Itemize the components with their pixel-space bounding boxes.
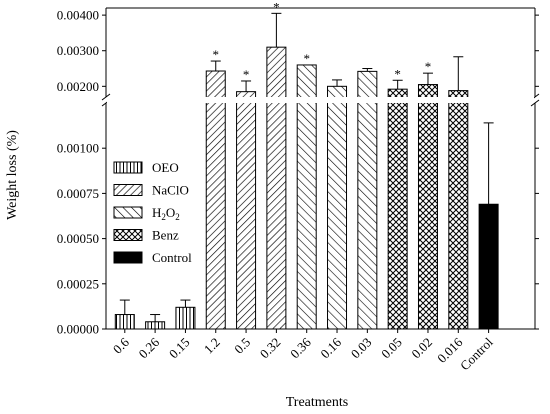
x-tick-label: 1.2 <box>201 335 223 357</box>
bar-0.15 <box>175 306 196 330</box>
x-tick-label: 0.6 <box>110 334 132 356</box>
axis-break-mark <box>101 93 111 101</box>
axis-break-gap <box>107 97 534 103</box>
legend-swatch-Control <box>113 251 143 264</box>
legend-swatch-OEO <box>113 161 143 174</box>
significance-star: * <box>303 51 310 66</box>
y-tick-label: 0.00400 <box>57 8 99 23</box>
x-axis-title: Treatments <box>286 395 348 410</box>
legend: OEO NaClO H2O2 Benz Control <box>113 160 192 265</box>
legend-label-H2O2: H2O2 <box>152 205 180 222</box>
bars <box>114 46 499 330</box>
y-tick-label: 0.00100 <box>57 141 99 156</box>
x-tick-label: 0.03 <box>348 335 375 362</box>
bar-0.5 <box>236 91 257 330</box>
legend-label-Benz: Benz <box>152 228 179 243</box>
x-tick-label: 0.05 <box>378 335 405 362</box>
x-tick-label: 0.5 <box>231 335 253 357</box>
bar-1.2 <box>205 70 226 330</box>
legend-swatch-NaClO <box>113 184 143 196</box>
significance-star: * <box>394 66 401 81</box>
x-tick-label: 0.16 <box>317 334 344 361</box>
bar-0.26 <box>145 321 166 330</box>
x-tick-label: 0.36 <box>287 334 314 361</box>
legend-swatch-H2O2 <box>113 206 143 219</box>
bar-0.6 <box>114 314 135 330</box>
legend-swatch-Benz <box>113 229 143 241</box>
bar-0.016 <box>448 90 469 330</box>
bar-0.36 <box>296 64 317 330</box>
significance-star: * <box>425 59 432 74</box>
y-tick-label: 0.00050 <box>57 231 99 246</box>
x-tick-labels: 0.6 0.26 0.15 1.2 0.5 0.32 0.36 0.16 0.03 0.05 0.0… <box>110 329 496 373</box>
legend-label-OEO: OEO <box>152 160 179 175</box>
bar-0.32 <box>266 46 287 330</box>
y-axis-title: Weight loss (%) <box>5 130 20 220</box>
bar-0.02 <box>417 84 438 330</box>
bar-0.03 <box>357 70 378 330</box>
y-tick-label: 0.00000 <box>57 322 99 337</box>
legend-label-NaClO: NaClO <box>152 183 189 198</box>
significance-markers: * * * * * * <box>213 0 432 82</box>
y-tick-label: 0.00300 <box>57 43 99 58</box>
x-tick-label: 0.32 <box>257 335 284 362</box>
bar-0.16 <box>327 85 348 330</box>
x-tick-label: 0.15 <box>166 335 193 362</box>
error-bars <box>107 12 534 322</box>
y-tick-label: 0.00025 <box>57 276 99 291</box>
significance-star: * <box>273 0 280 14</box>
axis-break-mark <box>530 99 540 107</box>
significance-star: * <box>213 47 220 62</box>
significance-star: * <box>243 67 250 82</box>
y-ticks: 0.00000 0.00025 0.00050 0.00075 0.00100 0.002… <box>57 8 539 337</box>
x-tick-label: Control <box>457 334 496 373</box>
x-tick-label: 0.26 <box>136 334 163 361</box>
x-tick-label: 0.02 <box>408 335 435 362</box>
bar-Control <box>478 203 499 330</box>
bar-0.05 <box>387 88 408 330</box>
y-tick-label: 0.00200 <box>57 79 99 94</box>
legend-label-Control: Control <box>152 250 192 265</box>
y-tick-label: 0.00075 <box>57 186 99 201</box>
